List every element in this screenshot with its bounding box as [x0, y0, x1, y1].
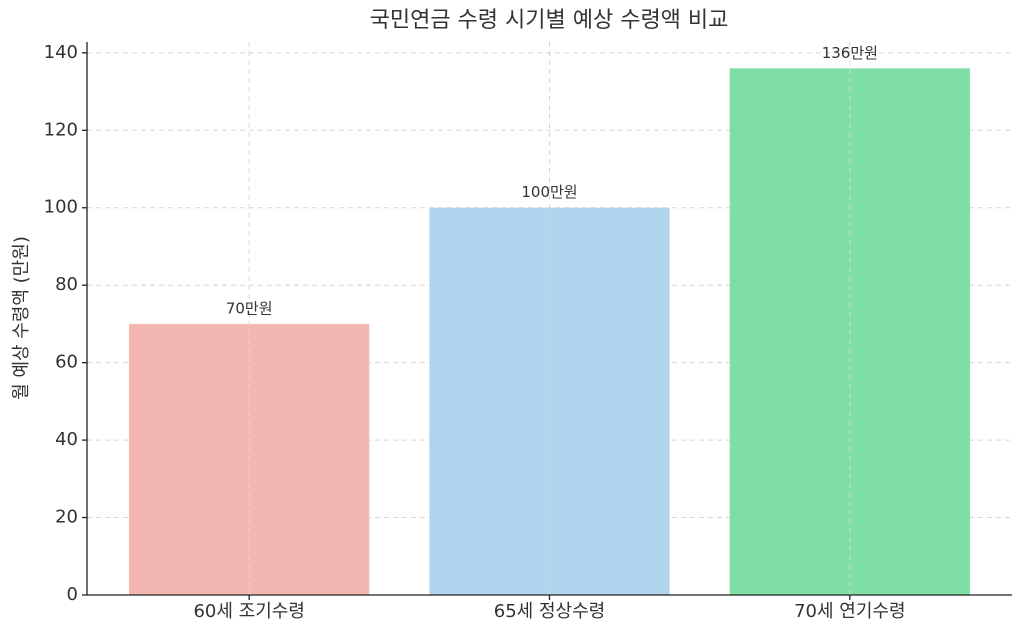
- x-tick-label: 70세 연기수령: [794, 601, 905, 622]
- y-tick-label: 0: [67, 584, 78, 605]
- y-tick-label: 100: [44, 197, 78, 218]
- value-label: 70만원: [226, 299, 273, 317]
- y-tick-label: 40: [55, 429, 78, 450]
- y-axis-label: 월 예상 수령액 (만원): [11, 236, 32, 400]
- y-tick-label: 20: [55, 507, 78, 528]
- value-label: 136만원: [822, 44, 878, 62]
- value-label: 100만원: [521, 183, 577, 201]
- x-tick-label: 60세 조기수령: [193, 601, 304, 622]
- bar: [429, 207, 670, 595]
- y-tick-label: 80: [55, 274, 78, 295]
- y-tick-label: 60: [55, 352, 78, 373]
- y-tick-label: 120: [44, 119, 78, 140]
- y-tick-label: 140: [44, 42, 78, 63]
- x-tick-label: 65세 정상수령: [494, 601, 605, 622]
- chart-title: 국민연금 수령 시기별 예상 수령액 비교: [370, 8, 729, 33]
